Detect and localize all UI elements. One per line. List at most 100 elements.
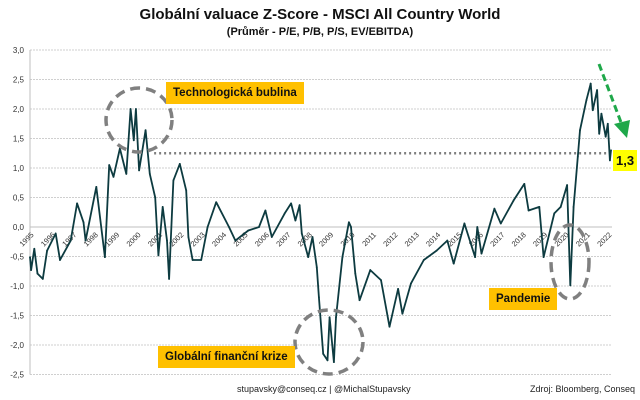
data-point [596,89,598,92]
data-point [29,256,31,258]
data-point [234,239,237,242]
data-point [604,135,607,138]
data-point [476,226,479,228]
data-point [566,184,569,187]
data-point [576,155,579,158]
data-point [132,139,135,142]
data-point [474,256,477,258]
data-point [609,159,611,162]
data-point [341,256,344,258]
data-point [69,239,72,242]
data-point [157,254,160,257]
x-tick-label: 2007 [274,230,292,248]
data-point [300,232,303,235]
footer-contact: stupavsky@conseq.cz | @MichalStupavsky [237,384,411,394]
x-tick-label: 1997 [60,230,78,248]
x-tick-label: 2001 [146,230,164,248]
data-point [610,149,612,152]
y-tick-label: 1,5 [13,135,25,144]
data-point [172,179,175,182]
data-point [512,199,515,202]
data-point [307,256,310,258]
data-point [332,361,335,364]
data-point [569,284,572,287]
data-point [380,279,382,281]
x-tick-label: 2012 [381,230,399,248]
data-point [112,175,115,178]
y-tick-label: -2,0 [10,341,24,350]
data-point [135,108,137,110]
chart-subtitle: (Průměr - P/E, P/B, P/S, EV/EBITDA) [226,26,414,38]
data-point [298,204,301,207]
data-point [606,122,609,125]
data-point [585,99,588,102]
data-point [315,266,318,269]
data-point [46,249,49,252]
x-tick-label: 2017 [488,230,506,248]
data-point [264,209,267,212]
y-tick-label: 2,0 [13,105,25,114]
data-point [228,226,230,228]
data-point [499,222,502,225]
data-point [446,239,449,242]
data-point [527,209,530,212]
data-point [125,173,128,175]
data-point [138,169,141,172]
x-tick-label: 2000 [124,230,142,248]
data-point [480,252,483,255]
data-point [283,212,286,215]
annotation-pandemic: Pandemie [489,288,558,310]
data-point [54,232,57,235]
data-point [388,325,391,328]
x-tick-label: 2004 [210,230,228,248]
data-point [435,249,438,252]
data-point [311,236,314,238]
data-point [318,296,320,299]
data-point [322,352,325,355]
data-point [452,262,455,265]
y-tick-label: -0,5 [10,253,24,262]
data-point [538,206,541,208]
x-tick-label: 1996 [39,230,57,248]
data-point [358,299,361,302]
y-tick-label: 3,0 [13,46,25,55]
highlight-ellipse-tech-bubble [104,86,174,154]
data-point [294,219,297,222]
y-tick-label: -1,5 [10,312,24,321]
data-point [129,108,132,110]
data-point [166,239,168,242]
y-tick-label: 0,0 [13,223,25,232]
x-tick-label: 2006 [253,230,271,248]
footer-source: Zdroj: Bloomberg, Conseq [530,384,636,394]
data-point [579,129,581,132]
data-point [410,282,412,285]
data-point [104,256,106,258]
y-tick-label: 2,5 [13,76,25,85]
y-tick-label: -1,0 [10,282,24,291]
x-tick-label: 2009 [317,230,335,248]
highlight-ellipse-financial-crisis [293,308,365,376]
x-tick-label: 2013 [403,230,421,248]
annotation-financial-crisis: Globální finanční krize [158,346,295,368]
y-tick-label: 1,0 [13,164,25,173]
zscore-series-line [29,82,612,364]
data-point [354,272,357,275]
data-point [589,82,592,85]
data-point [523,183,526,185]
data-point [397,288,399,290]
data-point [41,278,44,280]
data-point [422,259,425,261]
data-point [290,202,292,205]
data-point [493,207,496,210]
data-point [95,185,98,188]
data-point [76,202,78,205]
x-tick-label: 2022 [595,230,613,248]
data-point [215,201,218,204]
data-point [347,221,350,224]
data-point [326,359,329,362]
data-point [553,212,556,215]
data-point [161,206,164,208]
data-point [191,259,194,261]
data-point [401,312,404,315]
data-point [59,259,61,261]
